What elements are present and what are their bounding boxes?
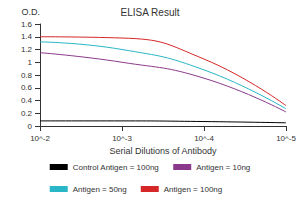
svg-text:0.2: 0.2 <box>21 109 33 118</box>
svg-text:ELISA Result: ELISA Result <box>121 7 180 18</box>
svg-text:0.8: 0.8 <box>21 71 33 80</box>
svg-text:Serial Dilutions of Antibody: Serial Dilutions of Antibody <box>109 146 217 156</box>
svg-text:10^-3: 10^-3 <box>112 134 132 143</box>
svg-text:Antigen = 10ng: Antigen = 10ng <box>196 163 250 172</box>
svg-text:0.4: 0.4 <box>21 96 33 105</box>
svg-text:Antigen = 50ng: Antigen = 50ng <box>73 185 127 194</box>
svg-text:Control Antigen = 100ng: Control Antigen = 100ng <box>73 163 159 172</box>
svg-text:10^-4: 10^-4 <box>194 134 214 143</box>
svg-text:0.6: 0.6 <box>21 83 33 92</box>
svg-text:1.2: 1.2 <box>21 45 33 54</box>
svg-text:10^-2: 10^-2 <box>30 134 50 143</box>
svg-text:Antigen = 100ng: Antigen = 100ng <box>164 185 223 194</box>
svg-text:0: 0 <box>28 122 33 131</box>
svg-text:1: 1 <box>28 58 33 67</box>
svg-text:O.D.: O.D. <box>21 7 40 17</box>
svg-text:1.4: 1.4 <box>21 32 33 41</box>
svg-text:1.6: 1.6 <box>21 20 33 29</box>
svg-text:10^-5: 10^-5 <box>276 134 296 143</box>
